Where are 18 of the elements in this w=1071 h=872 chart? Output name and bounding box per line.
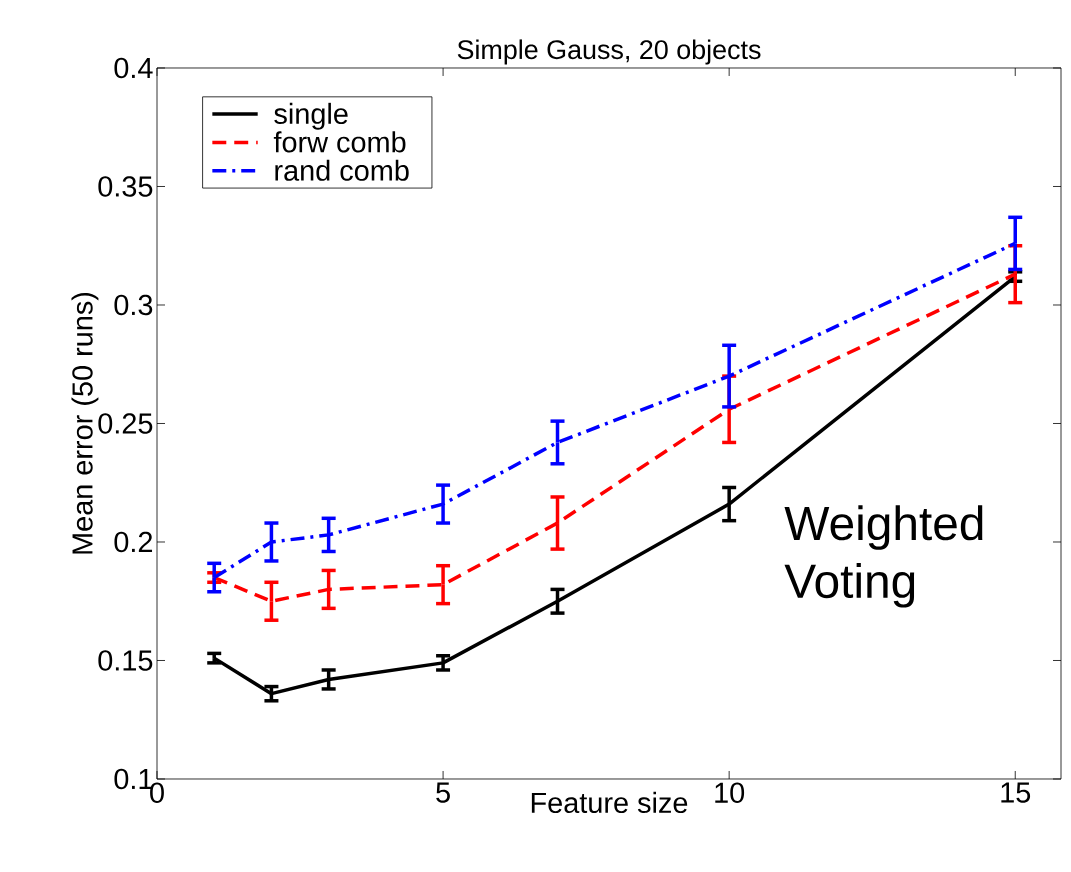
y-tick-label: 0.1 xyxy=(114,768,153,790)
legend-label: rand comb xyxy=(275,159,409,181)
x-tick-label: 15 xyxy=(1001,782,1031,803)
y-tick-label: 0.15 xyxy=(98,650,153,671)
chart-title: Simple Gauss, 20 objects xyxy=(457,39,761,65)
x-axis-title: Feature size xyxy=(531,791,688,814)
y-tick-label: 0.25 xyxy=(98,413,153,434)
y-tick-label: 0.4 xyxy=(114,57,153,79)
legend-label: single xyxy=(274,102,348,130)
x-tick-label: 10 xyxy=(715,782,745,803)
y-axis-title: Mean error (50 runs) xyxy=(71,292,99,554)
legend-label: forw comb xyxy=(273,131,406,153)
x-tick-label: 5 xyxy=(436,782,450,803)
x-tick-label: 0 xyxy=(150,782,164,803)
y-tick-label: 0.35 xyxy=(98,176,153,197)
y-tick-label: 0.2 xyxy=(114,531,153,553)
annotation: Weighted Voting xyxy=(784,505,983,608)
y-tick-label: 0.3 xyxy=(114,294,153,316)
